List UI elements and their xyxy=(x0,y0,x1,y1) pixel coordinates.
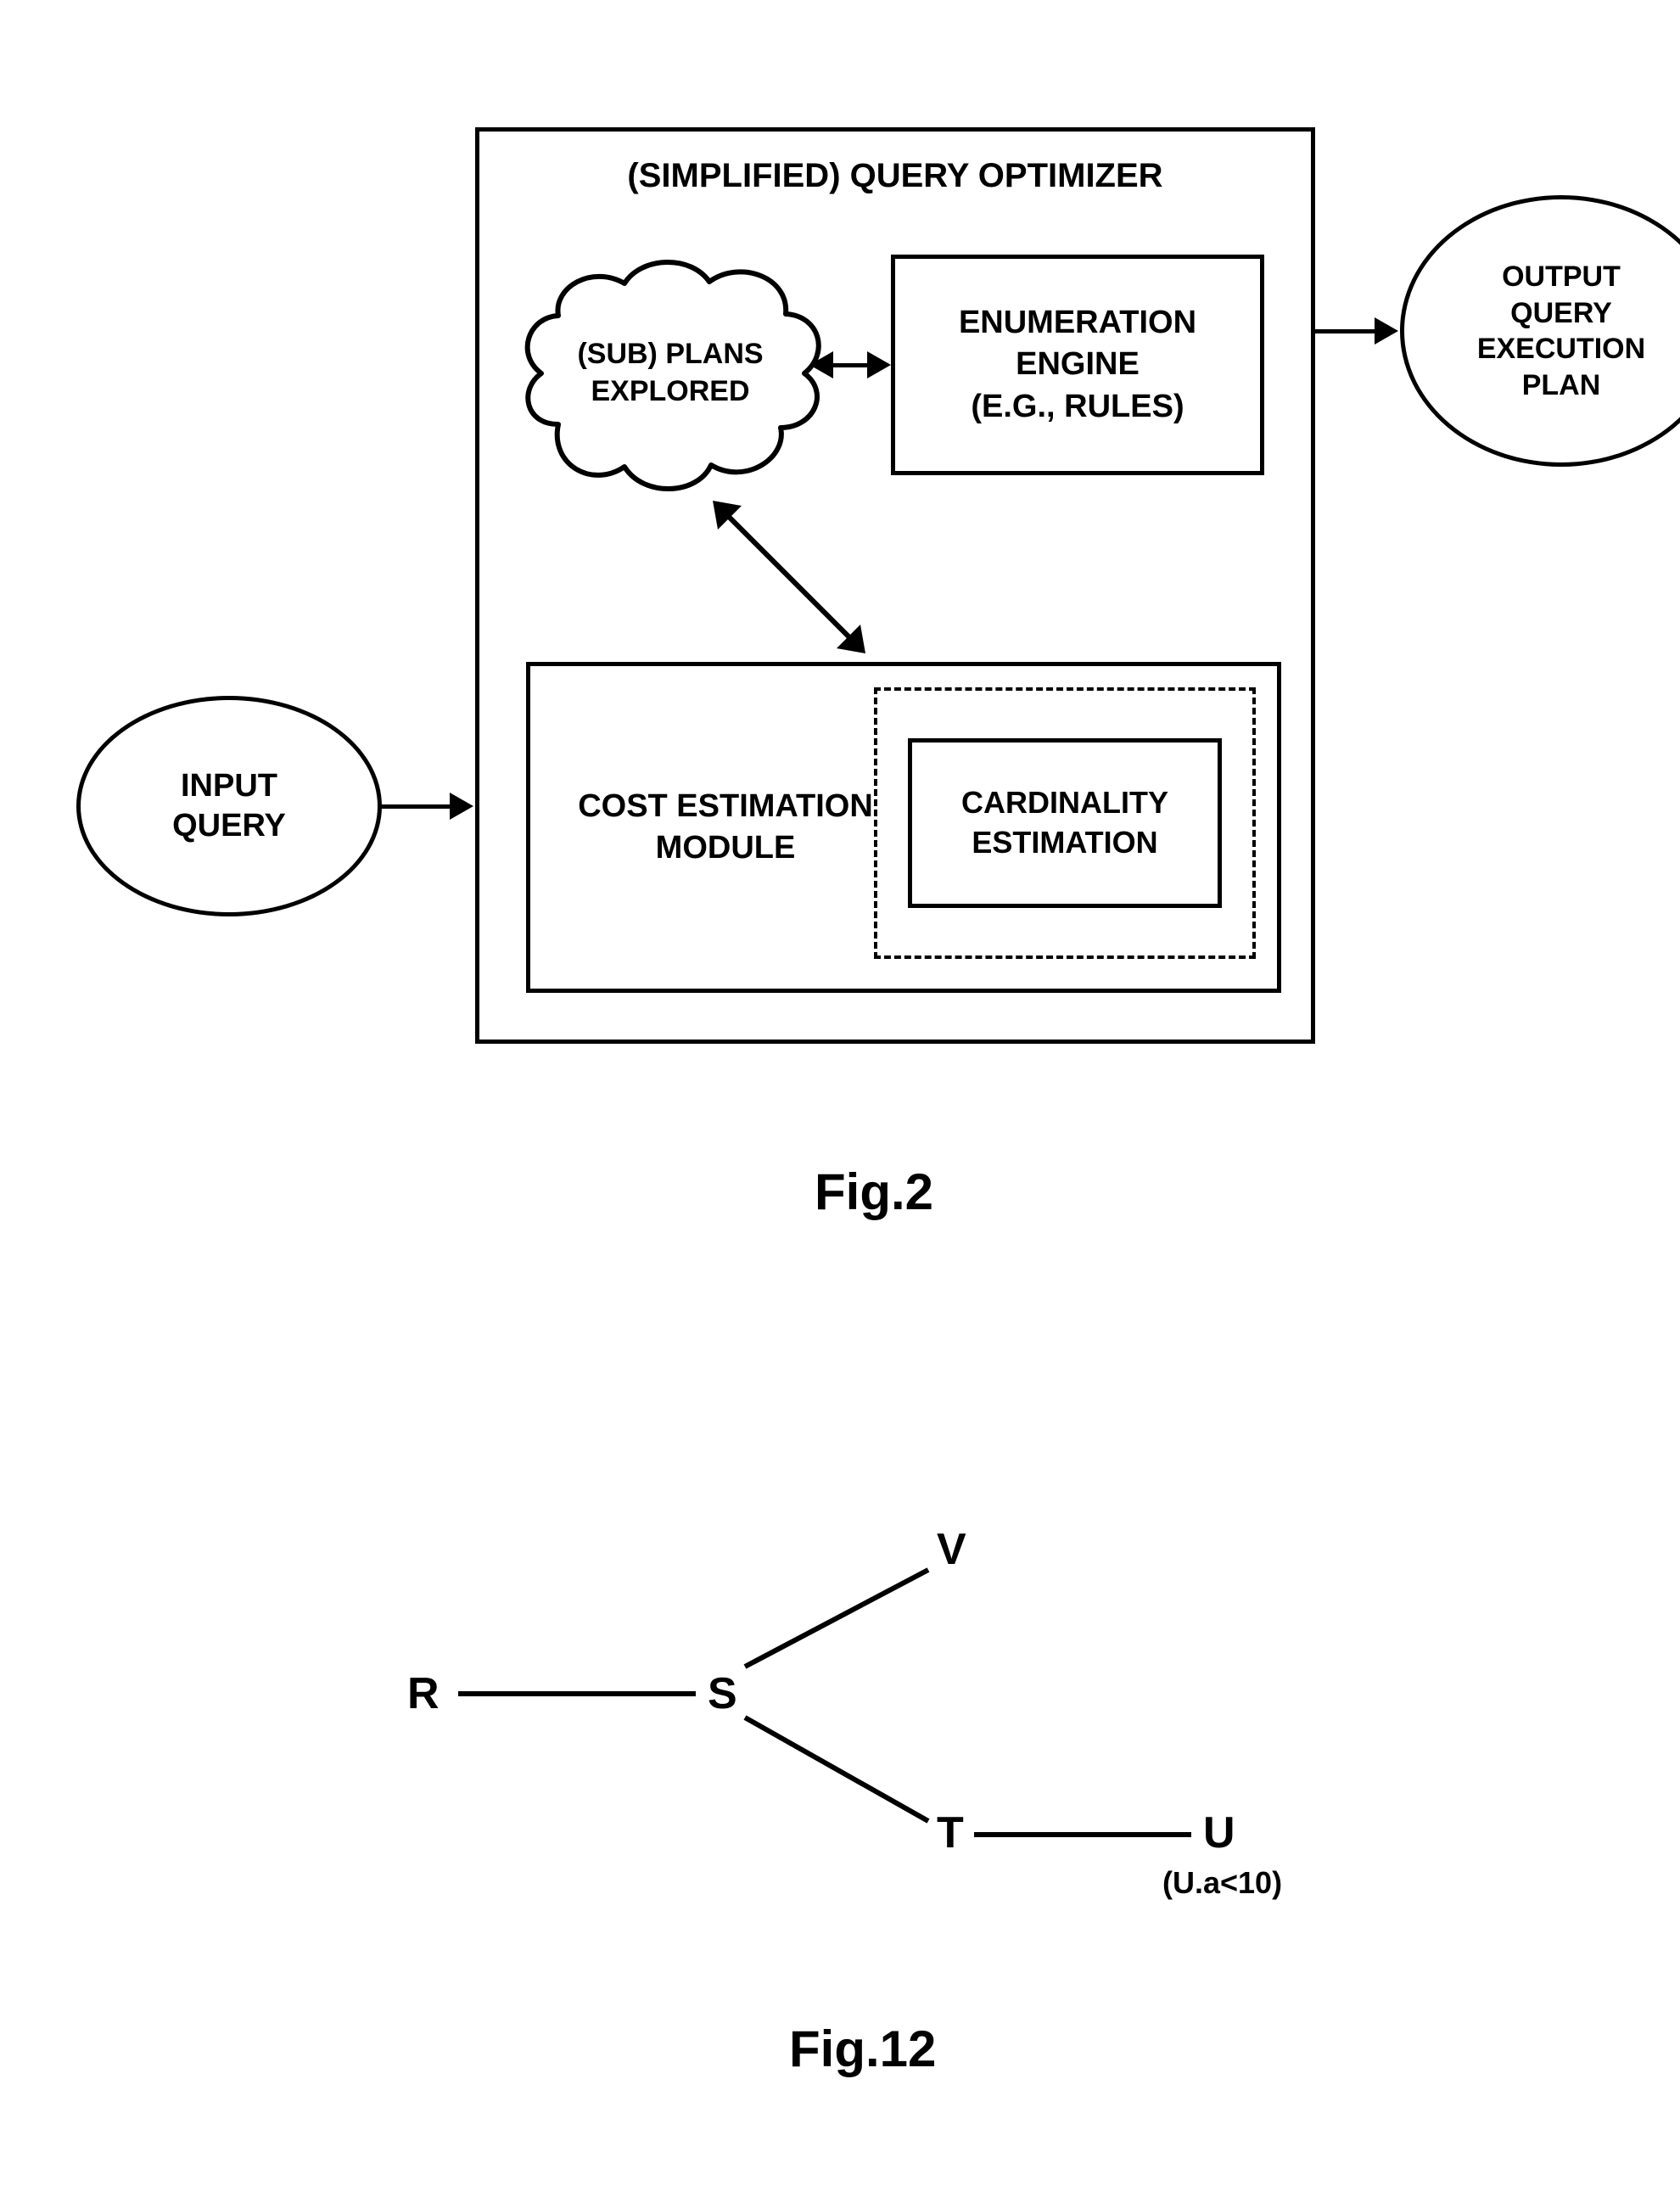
node-enum-engine-label: ENUMERATIONENGINE(E.G., RULES) xyxy=(959,302,1196,428)
node-cardinality-label: CARDINALITYESTIMATION xyxy=(961,783,1168,863)
arrowhead-optimizer-to-output xyxy=(1375,317,1398,345)
fig12-node-S: S xyxy=(708,1668,737,1719)
fig12-node-U: U xyxy=(1203,1807,1235,1858)
optimizer-title: (SIMPLIFIED) QUERY OPTIMIZER xyxy=(479,157,1311,195)
node-input-query: INPUTQUERY xyxy=(76,696,382,916)
fig12-node-U-sub: (U.a<10) xyxy=(1162,1865,1282,1901)
arrowhead-enum-right xyxy=(867,351,891,378)
fig12-caption: Fig.12 xyxy=(789,2020,936,2078)
node-cost-module-label: COST ESTIMATIONMODULE xyxy=(564,786,887,870)
node-subplans-label: (SUB) PLANSEXPLORED xyxy=(543,335,798,410)
node-input-query-label: INPUTQUERY xyxy=(172,766,286,847)
arrow-input-to-optimizer xyxy=(380,804,458,809)
node-cardinality: CARDINALITYESTIMATION xyxy=(908,738,1222,908)
arrow-cloud-enum xyxy=(832,363,871,367)
node-output-plan-label: OUTPUTQUERYEXECUTIONPLAN xyxy=(1477,259,1645,403)
arrow-cloud-cost xyxy=(687,475,891,679)
fig2-caption: Fig.2 xyxy=(815,1163,933,1221)
arrow-optimizer-to-output xyxy=(1315,329,1383,333)
fig12-node-V: V xyxy=(937,1524,966,1575)
arrowhead-input-to-optimizer xyxy=(450,793,473,820)
arrowhead-enum-left xyxy=(809,351,833,378)
fig12-node-T: T xyxy=(937,1807,964,1858)
fig12-node-R: R xyxy=(407,1668,440,1719)
node-enum-engine: ENUMERATIONENGINE(E.G., RULES) xyxy=(891,255,1264,475)
node-output-plan: OUTPUTQUERYEXECUTIONPLAN xyxy=(1400,195,1680,467)
figure-canvas: INPUTQUERY (SIMPLIFIED) QUERY OPTIMIZER … xyxy=(0,0,1680,2208)
